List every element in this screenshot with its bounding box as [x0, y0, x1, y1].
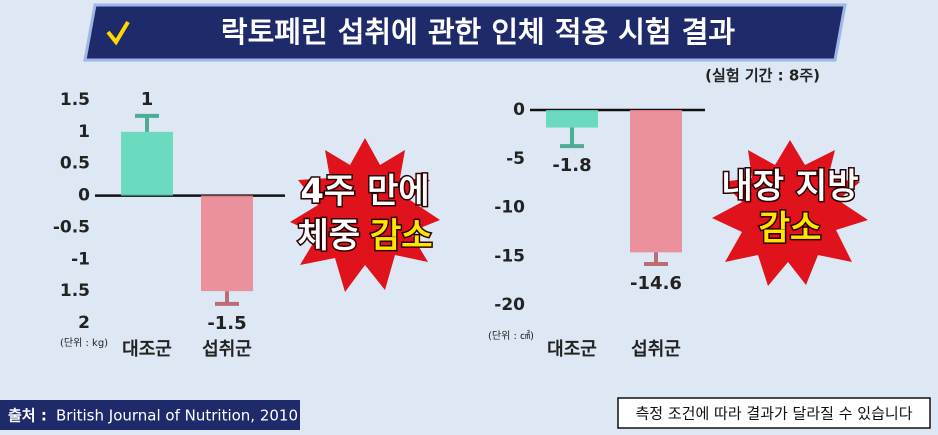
disclaimer-box	[617, 397, 931, 429]
x-tick-label: 섭취군	[631, 339, 681, 360]
value-label: 1	[141, 89, 154, 110]
y-tick-label: -1	[71, 249, 90, 269]
error-bar	[215, 291, 239, 306]
y-tick-label: 0.5	[60, 154, 90, 174]
callout-line1: 4주 만에	[300, 172, 429, 212]
source: British Journal of Nutrition, 2010	[56, 407, 298, 425]
bar	[121, 131, 173, 196]
callout-word: 체중	[297, 216, 360, 256]
y-tick-label: 1.5	[60, 90, 90, 110]
period: (실험 기간 : 8주)	[705, 67, 820, 85]
y-tick-label: -15	[494, 246, 525, 266]
x-tick-label: 섭취군	[202, 339, 252, 360]
value-label: -1.5	[207, 313, 246, 334]
value-label: -14.6	[630, 273, 682, 294]
y-tick-label: 0	[513, 100, 525, 120]
callout-line1: 내장 지방	[722, 167, 859, 207]
bar	[630, 110, 682, 253]
disclaimer: 측정 조건에 따라 결과가 달라질 수 있습니다	[635, 405, 912, 423]
source-label: 출처 :	[8, 407, 47, 425]
burst-left	[290, 138, 440, 292]
value-label: -1.8	[552, 155, 591, 176]
y-tick-label: 1.5	[60, 281, 90, 301]
y-tick-label: -10	[494, 198, 525, 218]
title: 락토페린 섭취에 관한 인체 적용 시험 결과	[221, 15, 735, 49]
title-banner	[83, 3, 847, 62]
unit-label: (단위 : ㎠)	[488, 329, 534, 342]
y-tick-label: 1	[78, 122, 90, 142]
y-tick-label: -0.5	[53, 217, 90, 237]
y-tick-label: -20	[494, 295, 525, 315]
bar	[201, 195, 253, 292]
y-tick-label: -5	[506, 149, 525, 169]
bar	[546, 110, 598, 128]
source-box	[0, 400, 300, 430]
callout-line2: 체중 감소	[297, 216, 432, 256]
error-bar	[560, 127, 584, 149]
callout-highlight: 감소	[759, 209, 822, 249]
x-tick-label: 대조군	[122, 339, 172, 360]
y-tick-label: 0	[78, 186, 90, 206]
y-tick-label: 2	[78, 313, 90, 333]
error-bar	[644, 252, 668, 267]
error-bar	[135, 113, 159, 132]
x-tick-label: 대조군	[547, 339, 597, 360]
burst-right	[712, 140, 868, 286]
callout-highlight: 감소	[370, 216, 433, 256]
check-icon	[106, 20, 130, 46]
unit-label: (단위 : kg)	[60, 336, 108, 349]
